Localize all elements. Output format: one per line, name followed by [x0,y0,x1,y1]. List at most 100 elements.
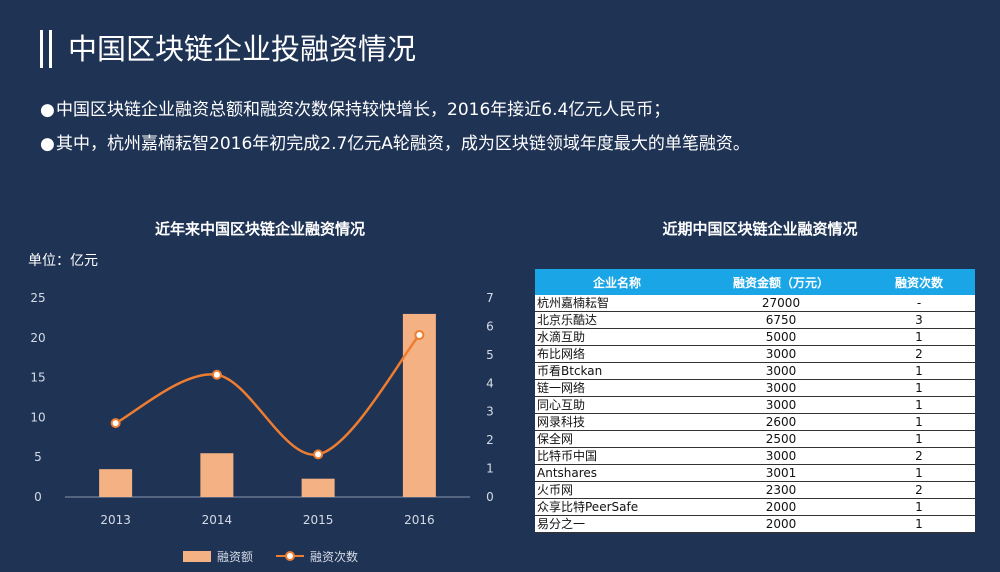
table-row: 比特币中国 3000 2 [535,447,975,465]
cell-amount: 27000 [699,295,863,312]
bullet-item: ●中国区块链企业融资总额和融资次数保持较快增长，2016年接近6.4亿元人民币； [40,100,750,120]
y2-tick-label: 1 [486,462,494,476]
cell-amount: 3000 [699,362,863,380]
title-accent-bar [40,30,52,68]
y-tick-label: 10 [30,410,45,424]
bar-2015 [301,478,335,497]
cell-company: 币看Btckan [535,362,699,380]
cell-count: 1 [863,379,975,397]
column-header-amount: 融资金额（万元） [699,269,863,295]
cell-count: 1 [863,413,975,431]
table-row: 火币网 2300 2 [535,481,975,499]
bullet-list: ●中国区块链企业融资总额和融资次数保持较快增长，2016年接近6.4亿元人民币；… [40,100,750,168]
cell-amount: 2500 [699,430,863,448]
cell-count: 1 [863,396,975,414]
cell-amount: 2000 [699,515,863,533]
table-row: Antshares 3001 1 [535,464,975,482]
table-row: 布比网络 3000 2 [535,345,975,363]
y2-tick-label: 2 [486,433,494,447]
x-tick-label: 2013 [100,513,131,527]
page-title: 中国区块链企业投融资情况 [68,32,417,66]
y-tick-label: 5 [34,450,42,464]
table-row: 杭州嘉楠耘智 27000- [535,295,975,312]
bullet-dot-icon: ● [40,100,55,120]
bullet-text: 中国区块链企业融资总额和融资次数保持较快增长，2016年接近6.4亿元人民币； [56,100,671,120]
x-tick-label: 2016 [404,513,435,527]
table-row: 同心互助 3000 1 [535,396,975,414]
chart-unit-label: 单位：亿元 [28,253,98,269]
cell-count: 2 [863,345,975,363]
legend-label-bar: 融资额 [217,550,253,564]
y2-tick-label: 0 [486,490,494,504]
cell-amount: 3001 [699,464,863,482]
y2-tick-label: 5 [486,348,494,362]
table-title: 近期中国区块链企业融资情况 [662,220,858,238]
cell-amount: 3000 [699,396,863,414]
y2-tick-label: 3 [486,405,494,419]
cell-company: 布比网络 [535,345,699,363]
legend-swatch-bar [183,551,211,562]
cell-count: 1 [863,464,975,482]
column-header-company: 企业名称 [535,269,699,295]
y-tick-label: 15 [30,371,45,385]
cell-company: Antshares [535,464,699,482]
cell-company: 北京乐酷达 [535,311,699,329]
table-row: 水滴互助 5000 1 [535,328,975,346]
table-row: 易分之一 2000 1 [535,515,975,533]
legend-label-line: 融资次数 [310,549,358,564]
table-row: 众享比特PeerSafe 2000 1 [535,498,975,516]
cell-count: 2 [863,481,975,499]
cell-company: 杭州嘉楠耘智 [535,295,699,312]
y2-tick-label: 7 [486,291,494,305]
line-point-2014 [211,369,222,380]
y2-tick-label: 4 [486,376,494,390]
cell-company: 火币网 [535,481,699,499]
cell-count: 3 [863,311,975,329]
cell-amount: 5000 [699,328,863,346]
table-row: 币看Btckan 3000 1 [535,362,975,380]
cell-count: - [863,295,975,312]
cell-company: 网录科技 [535,413,699,431]
legend-marker-line [285,551,295,561]
line-point-2016 [414,329,425,340]
cell-count: 1 [863,328,975,346]
cell-count: 1 [863,430,975,448]
cell-count: 1 [863,515,975,533]
table-header-row: 企业名称 融资金额（万元） 融资次数 [535,269,975,295]
cell-amount: 2300 [699,481,863,499]
cell-count: 2 [863,447,975,465]
cell-amount: 3000 [699,345,863,363]
bar-2013 [99,469,133,497]
y2-tick-label: 6 [486,319,494,333]
line-point-2013 [110,418,121,429]
cell-amount: 3000 [699,447,863,465]
bullet-dot-icon: ● [40,134,55,154]
bullet-text: 其中，杭州嘉楠耘智2016年初完成2.7亿元A轮融资，成为区块链领域年度最大的单… [56,134,750,154]
cell-amount: 2000 [699,498,863,516]
line-series-count [115,334,421,456]
cell-company: 易分之一 [535,515,699,533]
cell-amount: 2600 [699,413,863,431]
cell-amount: 3000 [699,379,863,397]
cell-company: 保全网 [535,430,699,448]
x-tick-label: 2014 [202,513,233,527]
y-tick-label: 25 [30,291,45,305]
cell-company: 众享比特PeerSafe [535,498,699,516]
cell-count: 1 [863,362,975,380]
table-row: 链一网络 3000 1 [535,379,975,397]
table-row: 网录科技 2600 1 [535,413,975,431]
cell-company: 水滴互助 [535,328,699,346]
bar-2014 [200,453,234,497]
cell-amount: 6750 [699,311,863,329]
cell-company: 同心互助 [535,396,699,414]
column-header-count: 融资次数 [863,269,975,295]
cell-company: 比特币中国 [535,447,699,465]
financing-table: 企业名称 融资金额（万元） 融资次数 杭州嘉楠耘智 27000- 北京乐酷达 6750… [535,269,975,533]
cell-company: 链一网络 [535,379,699,397]
y-tick-label: 20 [30,331,45,345]
chart-title: 近年来中国区块链企业融资情况 [154,220,365,238]
x-tick-label: 2015 [303,513,334,527]
table-row: 保全网 2500 1 [535,430,975,448]
bar-2016 [402,313,436,497]
